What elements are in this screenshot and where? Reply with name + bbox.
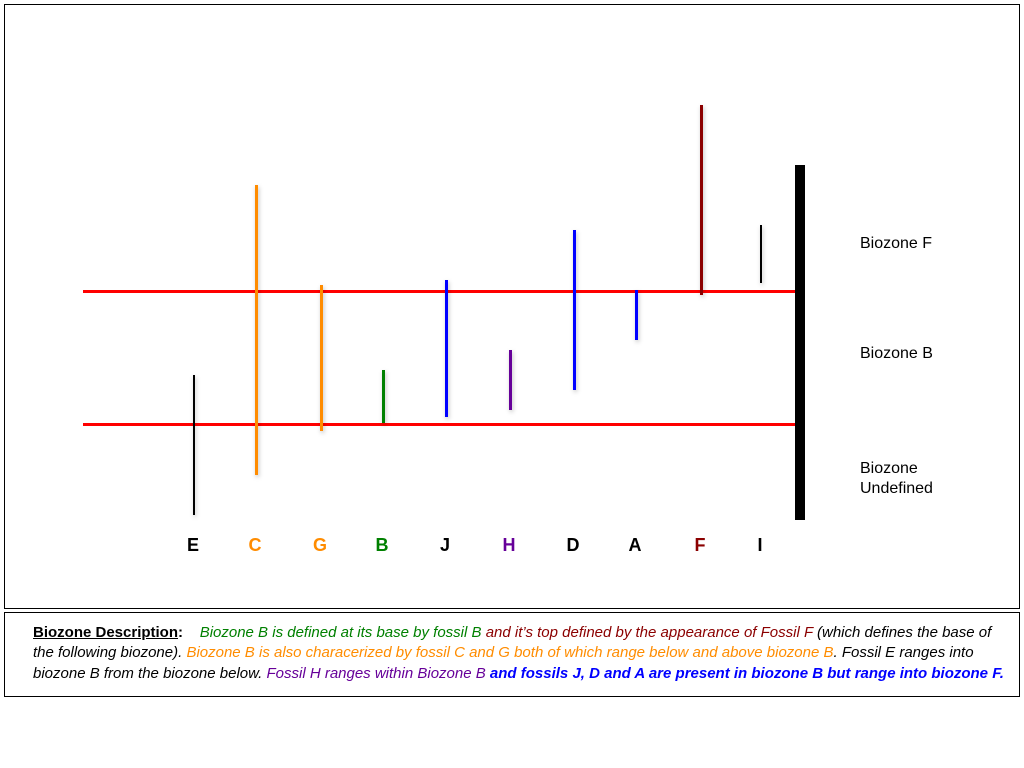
fossil-range-J [445, 280, 448, 417]
fossil-range-B [382, 370, 385, 423]
fossil-label-D: D [567, 535, 580, 556]
desc-segment-7: . [1000, 665, 1004, 682]
fossil-label-I: I [757, 535, 762, 556]
fossil-label-F: F [695, 535, 706, 556]
reference-bar [795, 165, 805, 520]
boundary-upper [83, 290, 805, 293]
zone-label-3: Undefined [860, 480, 933, 498]
fossil-label-C: C [249, 535, 262, 556]
fossil-range-H [509, 350, 512, 410]
description-title: Biozone Description [33, 624, 178, 641]
desc-segment-0: Biozone B is defined at its base by foss… [200, 624, 486, 641]
fossil-label-J: J [440, 535, 450, 556]
fossil-range-C [255, 185, 258, 475]
fossil-label-G: G [313, 535, 327, 556]
biozone-description: Biozone Description: Biozone B is define… [4, 612, 1020, 697]
fossil-label-A: A [629, 535, 642, 556]
fossil-range-D [573, 230, 576, 390]
colon: : [178, 624, 183, 641]
fossil-range-G [320, 285, 323, 431]
zone-label-0: Biozone F [860, 235, 932, 253]
fossil-label-B: B [376, 535, 389, 556]
fossil-range-I [760, 225, 762, 283]
desc-segment-6: and fossils J, D and A are present in bi… [490, 665, 1000, 682]
zone-label-2: Biozone [860, 460, 918, 478]
fossil-label-H: H [503, 535, 516, 556]
fossil-range-F [700, 105, 703, 295]
fossil-range-E [193, 375, 195, 515]
zone-label-1: Biozone B [860, 345, 933, 363]
fossil-range-A [635, 290, 638, 340]
desc-segment-1: and it’s top defined by the appearance o… [486, 624, 817, 641]
fossil-label-E: E [187, 535, 199, 556]
boundary-lower [83, 423, 805, 426]
desc-segment-5: Fossil H ranges within Biozone B [266, 665, 489, 682]
desc-segment-3: Biozone B is also characerized by fossil… [186, 644, 833, 661]
biozone-chart: E C G B J H D A F I Biozone F Biozone B Biozone Undef… [4, 4, 1020, 609]
